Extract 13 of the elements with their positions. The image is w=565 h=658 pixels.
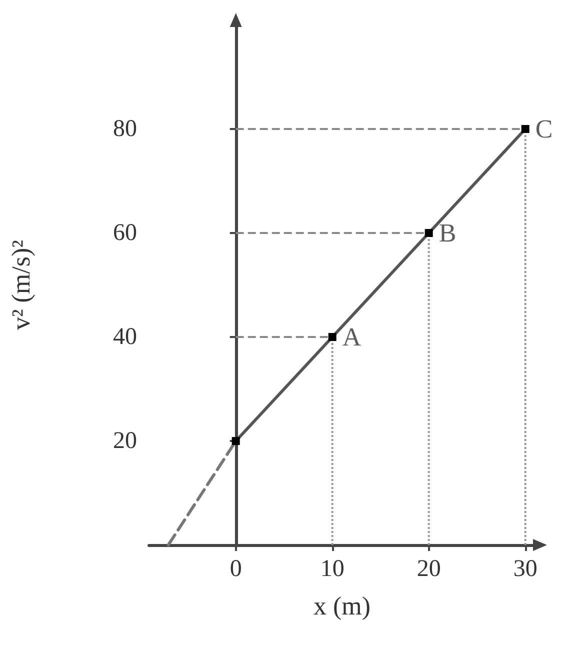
y-axis-title: v² (m/s)² [6,240,36,330]
y-tick-label: 40 [113,324,137,350]
x-tick-label: 10 [320,556,344,582]
y-tick-label: 20 [113,428,137,454]
annotation: C [535,114,553,144]
x-tick-label: 0 [230,556,242,582]
x-tick-label: 20 [416,556,441,582]
y-tick-label: 60 [113,220,137,246]
x-axis-title: x (m) [313,592,371,620]
y-tick-label: 80 [113,116,137,142]
annotation: B [438,218,456,248]
annotation: A [342,322,362,352]
x-tick-label: 30 [513,556,538,582]
